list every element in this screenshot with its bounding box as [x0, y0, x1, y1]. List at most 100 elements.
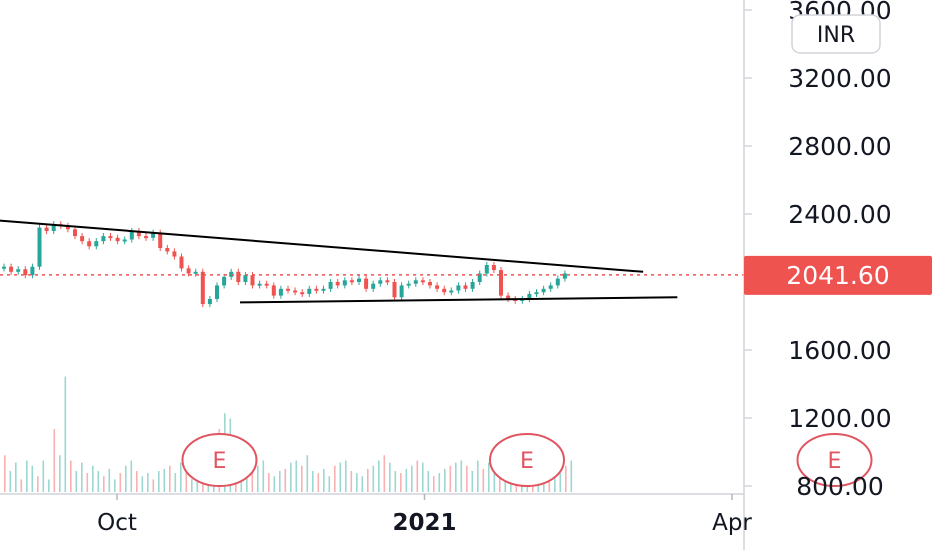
price-tick-label: 1200.00: [788, 404, 891, 433]
volume-bar: [504, 476, 507, 492]
candle-body: [456, 285, 461, 291]
candle-body: [364, 278, 369, 289]
volume-bar: [130, 460, 133, 492]
candle-body: [307, 288, 312, 294]
volume-bar: [449, 465, 452, 492]
candle-body: [385, 280, 390, 283]
volume-bar: [108, 468, 111, 492]
volume-bar: [174, 473, 177, 492]
volume-bar: [70, 460, 72, 492]
candle-body: [101, 236, 106, 242]
candle-body: [165, 248, 170, 252]
candle-body: [73, 229, 77, 237]
price-tick-label: 2400.00: [788, 200, 891, 229]
candle-body: [328, 282, 333, 289]
volume-bar: [323, 468, 325, 492]
volume-bar: [306, 455, 309, 492]
candle-body: [406, 283, 411, 286]
candle-body: [335, 282, 340, 286]
volume-bar: [482, 468, 485, 492]
candle-body: [257, 283, 262, 286]
volume-bar: [86, 473, 89, 492]
candle-body: [527, 293, 532, 299]
volume-bar: [565, 465, 567, 492]
volume-bar: [301, 465, 303, 492]
volume-bar: [163, 468, 166, 492]
volume-bar: [416, 460, 419, 492]
volume-bar: [81, 462, 83, 492]
volume-bar: [383, 455, 386, 492]
volume-bar: [378, 460, 380, 492]
volume-bar: [427, 471, 430, 492]
candle-body: [108, 236, 113, 239]
candle-body: [300, 292, 305, 295]
candle-body: [314, 288, 319, 291]
volume-bar: [268, 473, 270, 492]
currency-button[interactable]: INR: [791, 14, 881, 54]
candle-body: [9, 266, 14, 272]
candle-body: [16, 269, 21, 272]
time-axis[interactable]: Oct 2021 Apr: [97, 494, 752, 536]
candle-body: [491, 265, 496, 271]
candle-body: [349, 280, 354, 283]
volume-bar: [477, 460, 479, 492]
candle-body: [555, 278, 560, 286]
volume-bar: [559, 473, 562, 492]
volume-bar: [328, 476, 331, 492]
time-tick-label: Apr: [712, 510, 752, 536]
price-axis[interactable]: 3600.003200.002800.002400.001600.001200.…: [744, 0, 892, 501]
last-price-badge: 2041.60: [744, 255, 932, 295]
candle-body: [51, 224, 56, 231]
candle-body: [506, 295, 511, 299]
volume-bar: [433, 476, 435, 492]
candle-body: [413, 280, 418, 284]
earnings-marker[interactable]: E: [489, 433, 565, 487]
candle-body: [30, 266, 35, 276]
candle-body: [23, 269, 28, 276]
price-tick-label: 1600.00: [788, 336, 891, 365]
volume-bar: [48, 479, 50, 492]
candle-body: [122, 239, 127, 242]
volume-bar: [136, 471, 138, 492]
volume-bar: [92, 465, 94, 492]
volume-bar: [125, 465, 127, 492]
volume-bar: [53, 429, 56, 492]
earnings-marker[interactable]: E: [796, 433, 873, 487]
earnings-label: E: [520, 449, 534, 474]
volume-bar: [191, 479, 193, 492]
candle-body: [115, 237, 120, 242]
candle-body: [371, 283, 376, 289]
candle-body: [548, 285, 553, 289]
candle-body: [442, 288, 447, 293]
candle-body: [37, 227, 42, 267]
volume-bar: [367, 468, 369, 492]
volume-bar: [361, 476, 364, 492]
candle-body: [278, 288, 283, 296]
candle-body: [321, 288, 326, 291]
volume-bar: [488, 462, 490, 492]
volume-bar: [141, 476, 144, 492]
candle-body: [378, 280, 383, 284]
candle-body: [44, 227, 49, 231]
candle-body: [470, 282, 475, 289]
candle-body: [207, 299, 212, 305]
candle-body: [428, 282, 432, 286]
volume-bar: [246, 468, 248, 492]
candle-body: [250, 275, 255, 286]
time-tick-label: 2021: [392, 510, 456, 536]
candle-body: [151, 232, 156, 238]
candle-body: [215, 285, 219, 299]
candle-body: [463, 285, 468, 289]
candle-body: [65, 225, 70, 230]
candle-body: [286, 288, 290, 291]
volume-bar: [356, 473, 358, 492]
candle-body: [392, 282, 397, 298]
candle-body: [80, 236, 85, 242]
volume-bar: [31, 465, 34, 492]
trendline: [0, 219, 644, 273]
earnings-marker[interactable]: E: [181, 433, 258, 487]
volume-bar: [75, 471, 78, 492]
candle-body: [342, 280, 347, 286]
